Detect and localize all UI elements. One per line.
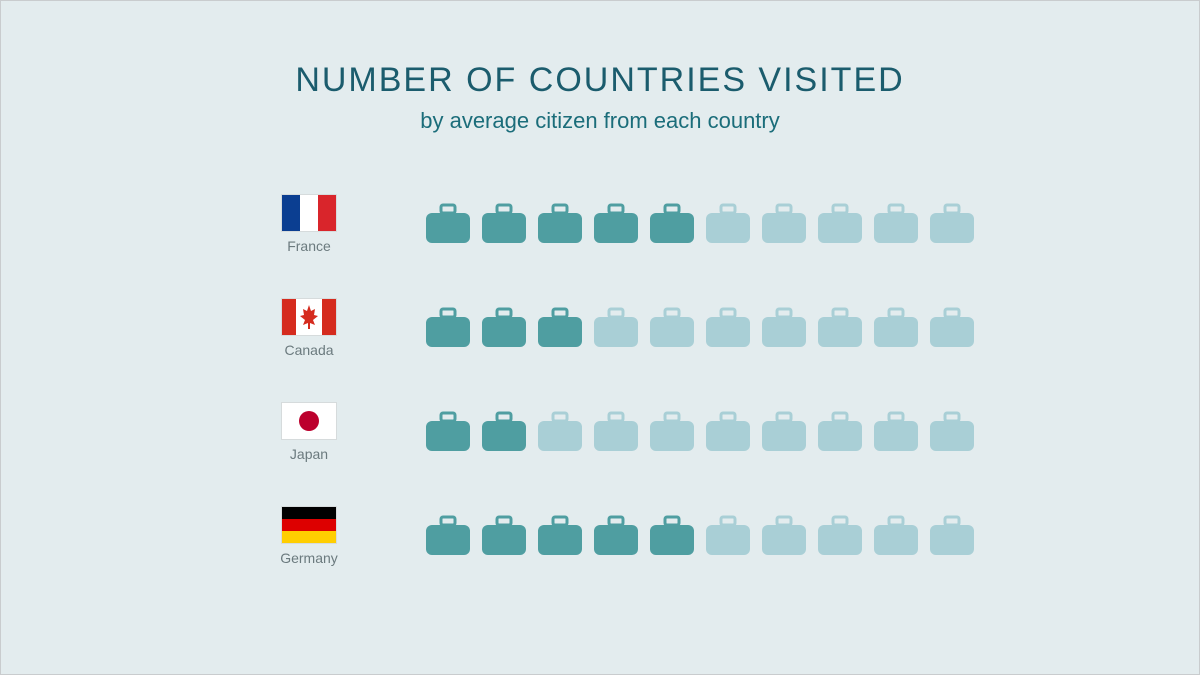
pictogram-row: Germany <box>224 506 976 566</box>
suitcase-icon <box>424 203 472 245</box>
suitcase-icon <box>648 515 696 557</box>
country-column: Canada <box>224 298 394 358</box>
chart-title: NUMBER OF COUNTRIES VISITED <box>295 61 904 100</box>
suitcase-icon <box>928 411 976 453</box>
country-label: Germany <box>280 550 338 566</box>
suitcase-icon <box>536 515 584 557</box>
suitcase-row <box>424 515 976 557</box>
country-label: France <box>287 238 331 254</box>
canada-flag-icon <box>281 298 337 336</box>
suitcase-icon <box>648 203 696 245</box>
suitcase-icon <box>480 203 528 245</box>
germany-flag-icon <box>281 506 337 544</box>
suitcase-icon <box>480 515 528 557</box>
suitcase-icon <box>536 203 584 245</box>
suitcase-icon <box>592 515 640 557</box>
suitcase-icon <box>760 515 808 557</box>
suitcase-icon <box>816 515 864 557</box>
suitcase-icon <box>816 411 864 453</box>
suitcase-row <box>424 307 976 349</box>
suitcase-icon <box>592 307 640 349</box>
country-column: Japan <box>224 402 394 462</box>
suitcase-icon <box>704 307 752 349</box>
suitcase-row <box>424 411 976 453</box>
suitcase-icon <box>648 307 696 349</box>
country-label: Japan <box>290 446 328 462</box>
country-label: Canada <box>284 342 333 358</box>
pictogram-row: France <box>224 194 976 254</box>
suitcase-icon <box>648 411 696 453</box>
infographic-frame: NUMBER OF COUNTRIES VISITED by average c… <box>0 0 1200 675</box>
suitcase-icon <box>592 411 640 453</box>
suitcase-icon <box>928 203 976 245</box>
france-flag-icon <box>281 194 337 232</box>
suitcase-icon <box>424 307 472 349</box>
suitcase-icon <box>424 411 472 453</box>
suitcase-icon <box>424 515 472 557</box>
pictogram-rows: France Canada <box>224 194 976 566</box>
chart-subtitle: by average citizen from each country <box>420 108 780 134</box>
suitcase-icon <box>760 307 808 349</box>
suitcase-icon <box>872 411 920 453</box>
suitcase-icon <box>480 307 528 349</box>
suitcase-icon <box>704 515 752 557</box>
pictogram-row: Canada <box>224 298 976 358</box>
japan-flag-icon <box>281 402 337 440</box>
suitcase-icon <box>928 307 976 349</box>
suitcase-icon <box>872 515 920 557</box>
suitcase-icon <box>816 307 864 349</box>
pictogram-row: Japan <box>224 402 976 462</box>
suitcase-row <box>424 203 976 245</box>
suitcase-icon <box>536 411 584 453</box>
suitcase-icon <box>480 411 528 453</box>
country-column: France <box>224 194 394 254</box>
suitcase-icon <box>760 203 808 245</box>
suitcase-icon <box>816 203 864 245</box>
suitcase-icon <box>872 307 920 349</box>
country-column: Germany <box>224 506 394 566</box>
suitcase-icon <box>872 203 920 245</box>
suitcase-icon <box>704 203 752 245</box>
suitcase-icon <box>536 307 584 349</box>
suitcase-icon <box>760 411 808 453</box>
suitcase-icon <box>928 515 976 557</box>
suitcase-icon <box>592 203 640 245</box>
suitcase-icon <box>704 411 752 453</box>
